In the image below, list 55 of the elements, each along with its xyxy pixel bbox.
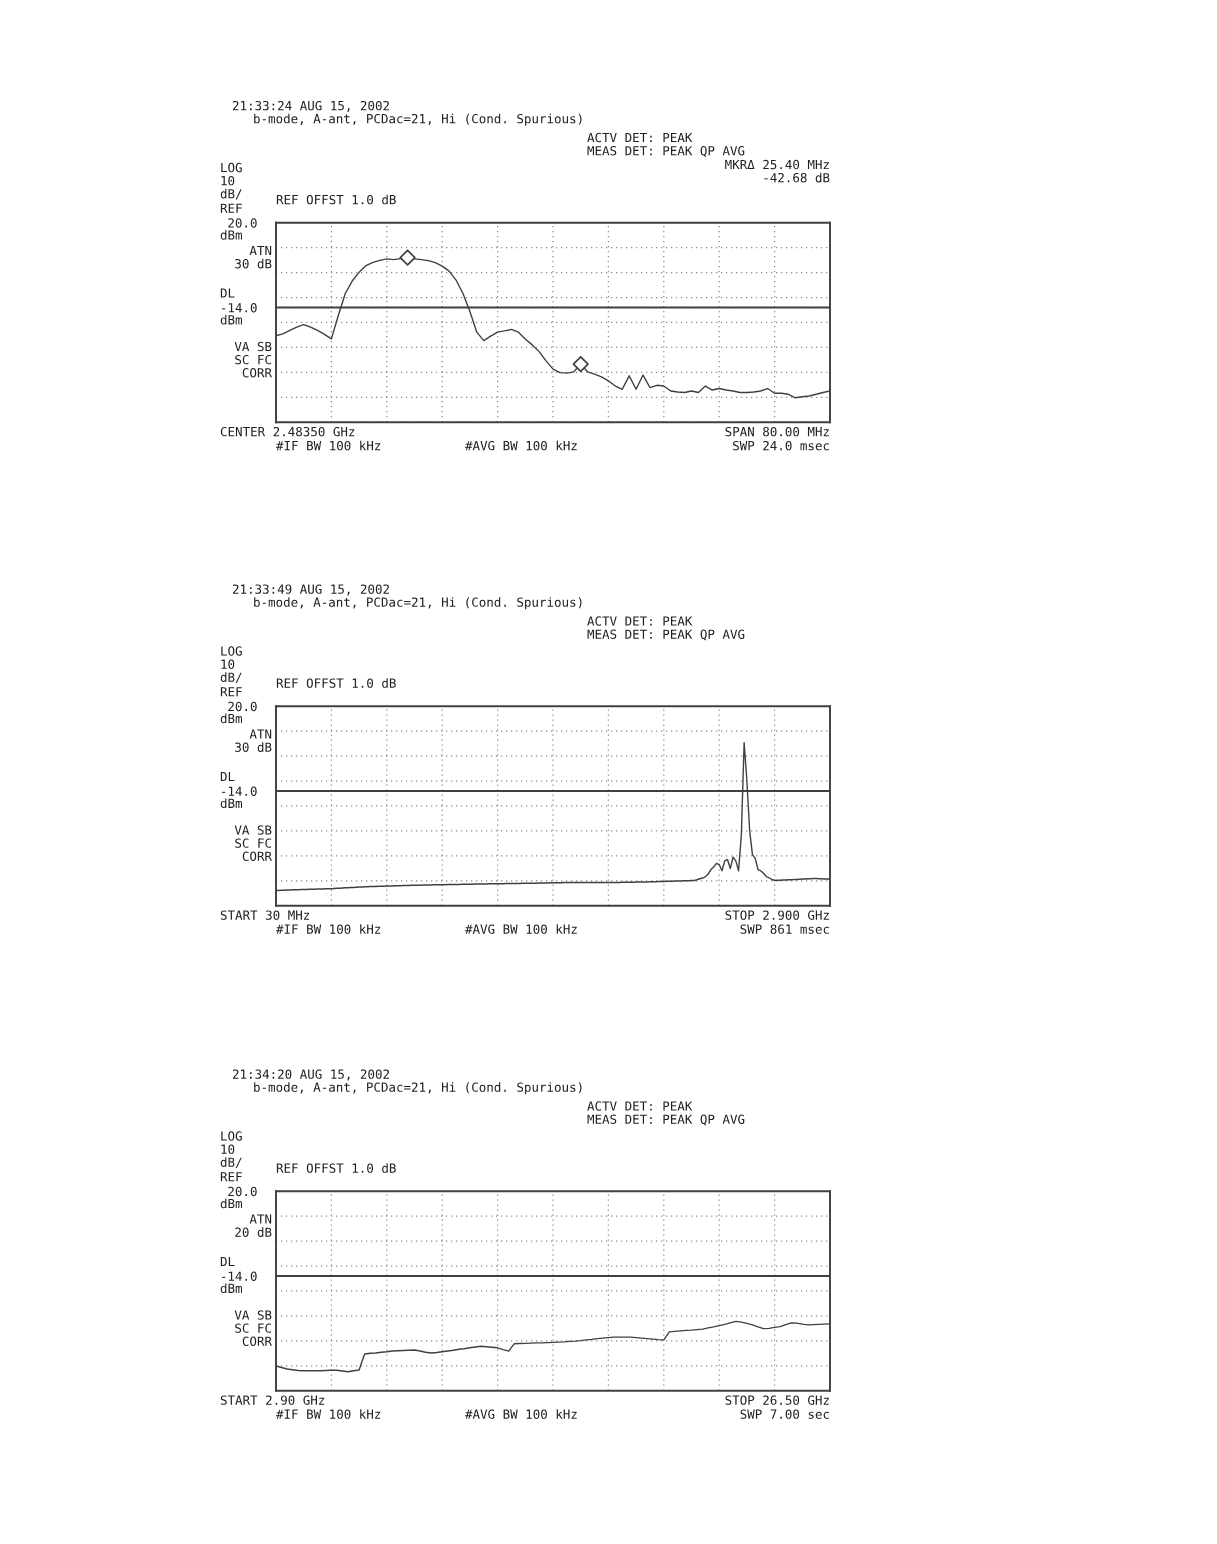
text: REF [220,203,242,213]
y-tick-label: 20.0 [228,218,257,228]
text: STOP 2.900 GHz [725,910,829,920]
text: START 2.90 GHz [220,1395,325,1405]
text: dBm [220,314,242,325]
chart-title: 21:34:20 AUG 15, 2002 [232,1069,389,1081]
text: VA SB SC FC CORR [234,341,272,378]
chart-title: 21:33:24 AUG 15, 2002 [232,100,389,112]
text: SWP 7.00 sec [740,1409,829,1419]
text: ATN 30 dB [235,246,272,269]
text: DL [220,1256,235,1267]
text: START 30 MHz [220,910,310,920]
text: REF [220,1172,242,1182]
text: SWP 24.0 msec [733,440,829,451]
text: CENTER 2.48350 GHz [220,426,355,437]
text: #IF BW 100 kHz [276,1409,381,1419]
text: SWP 861 msec [740,924,829,934]
text: dBm [220,230,242,240]
text: DL [220,771,235,782]
text: ACTV DET: PEAK MEAS DET: PEAK QP AVG [587,132,745,157]
text: LOG 10 dB/ [220,1131,242,1168]
text: #AVG BW 100 kHz [465,1409,577,1419]
text: REF OFFST 1.0 dB [276,678,396,688]
text: LOG 10 dB/ [220,162,242,200]
text: #IF BW 100 kHz [276,924,381,934]
chart-subtitle: b-mode, A-ant, PCDac=21, Hi (Cond. Spurious) [254,1082,582,1095]
y-tick-label: -14.0 [222,302,257,313]
text: REF [220,687,242,697]
text: dBm [220,1283,242,1294]
text: REF OFFST 1.0 dB [276,194,396,205]
text: ACTV DET: PEAK MEAS DET: PEAK QP AVG [587,616,745,641]
y-tick-label: -14.0 [222,1271,257,1281]
text: STOP 26.50 GHz [725,1395,829,1405]
text: LOG 10 dB/ [220,646,242,683]
text: #AVG BW 100 kHz [465,440,577,451]
text: ACTV DET: PEAK MEAS DET: PEAK QP AVG [587,1101,745,1126]
text: ATN 20 dB [235,1214,272,1237]
chart-subtitle: b-mode, A-ant, PCDac=21, Hi (Cond. Spurious) [254,597,582,610]
text: DL [220,288,235,298]
text: dBm [220,798,242,809]
text: MKRΔ 25.40 MHz -42.68 dB [725,159,830,183]
text: ATN 30 dB [235,729,272,752]
text: VA SB SC FC CORR [234,1310,272,1346]
text: dBm [220,713,242,724]
y-tick-label: -14.0 [222,786,257,796]
text: SPAN 80.00 MHz [725,426,829,437]
y-tick-label: 20.0 [228,701,257,712]
text: VA SB SC FC CORR [234,825,272,861]
y-tick-label: 20.0 [228,1186,257,1197]
text: dBm [220,1198,242,1209]
text: #AVG BW 100 kHz [465,924,577,934]
chart-subtitle: b-mode, A-ant, PCDac=21, Hi (Cond. Spurious) [254,113,582,126]
chart-title: 21:33:49 AUG 15, 2002 [232,584,389,596]
text: REF OFFST 1.0 dB [276,1163,396,1173]
text: #IF BW 100 kHz [276,440,381,451]
